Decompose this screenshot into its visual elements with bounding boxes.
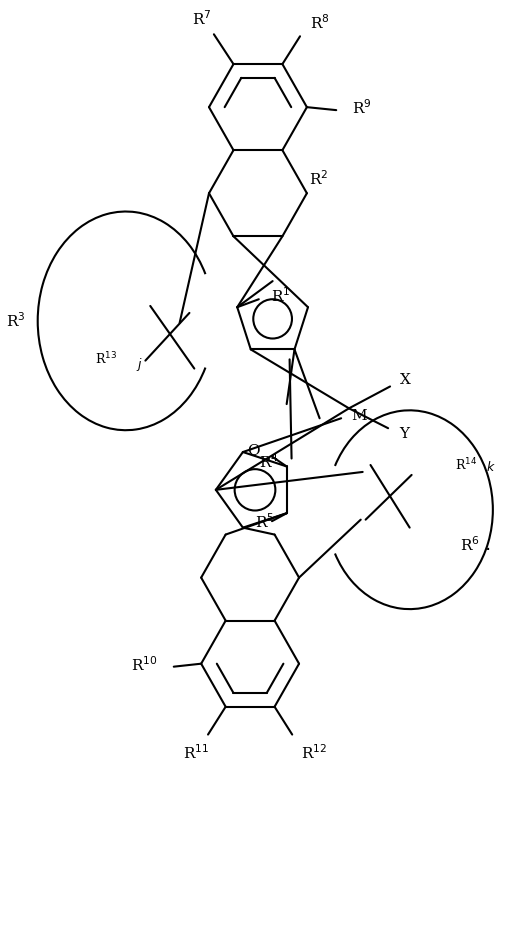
Text: Q: Q [247, 443, 259, 457]
Text: R$^9$: R$^9$ [352, 99, 372, 118]
Text: .: . [485, 535, 491, 554]
Text: j: j [138, 357, 141, 370]
Text: R$^2$: R$^2$ [309, 169, 328, 188]
Text: X: X [400, 373, 411, 387]
Text: R$^4$: R$^4$ [259, 452, 279, 470]
Text: R$^{11}$: R$^{11}$ [183, 743, 209, 762]
Text: R$^1$: R$^1$ [271, 286, 290, 305]
Text: R$^8$: R$^8$ [310, 13, 329, 31]
Text: R$^{13}$: R$^{13}$ [95, 351, 117, 368]
Text: k: k [487, 461, 494, 474]
Text: R$^3$: R$^3$ [6, 311, 26, 331]
Text: R$^{10}$: R$^{10}$ [131, 656, 158, 674]
Text: M: M [351, 409, 366, 423]
Text: R$^5$: R$^5$ [256, 512, 275, 531]
Text: R$^{14}$: R$^{14}$ [455, 457, 478, 473]
Text: R$^{12}$: R$^{12}$ [301, 743, 327, 762]
Text: R$^6$: R$^6$ [459, 535, 479, 554]
Text: Y: Y [399, 427, 409, 441]
Text: R$^7$: R$^7$ [192, 9, 212, 28]
